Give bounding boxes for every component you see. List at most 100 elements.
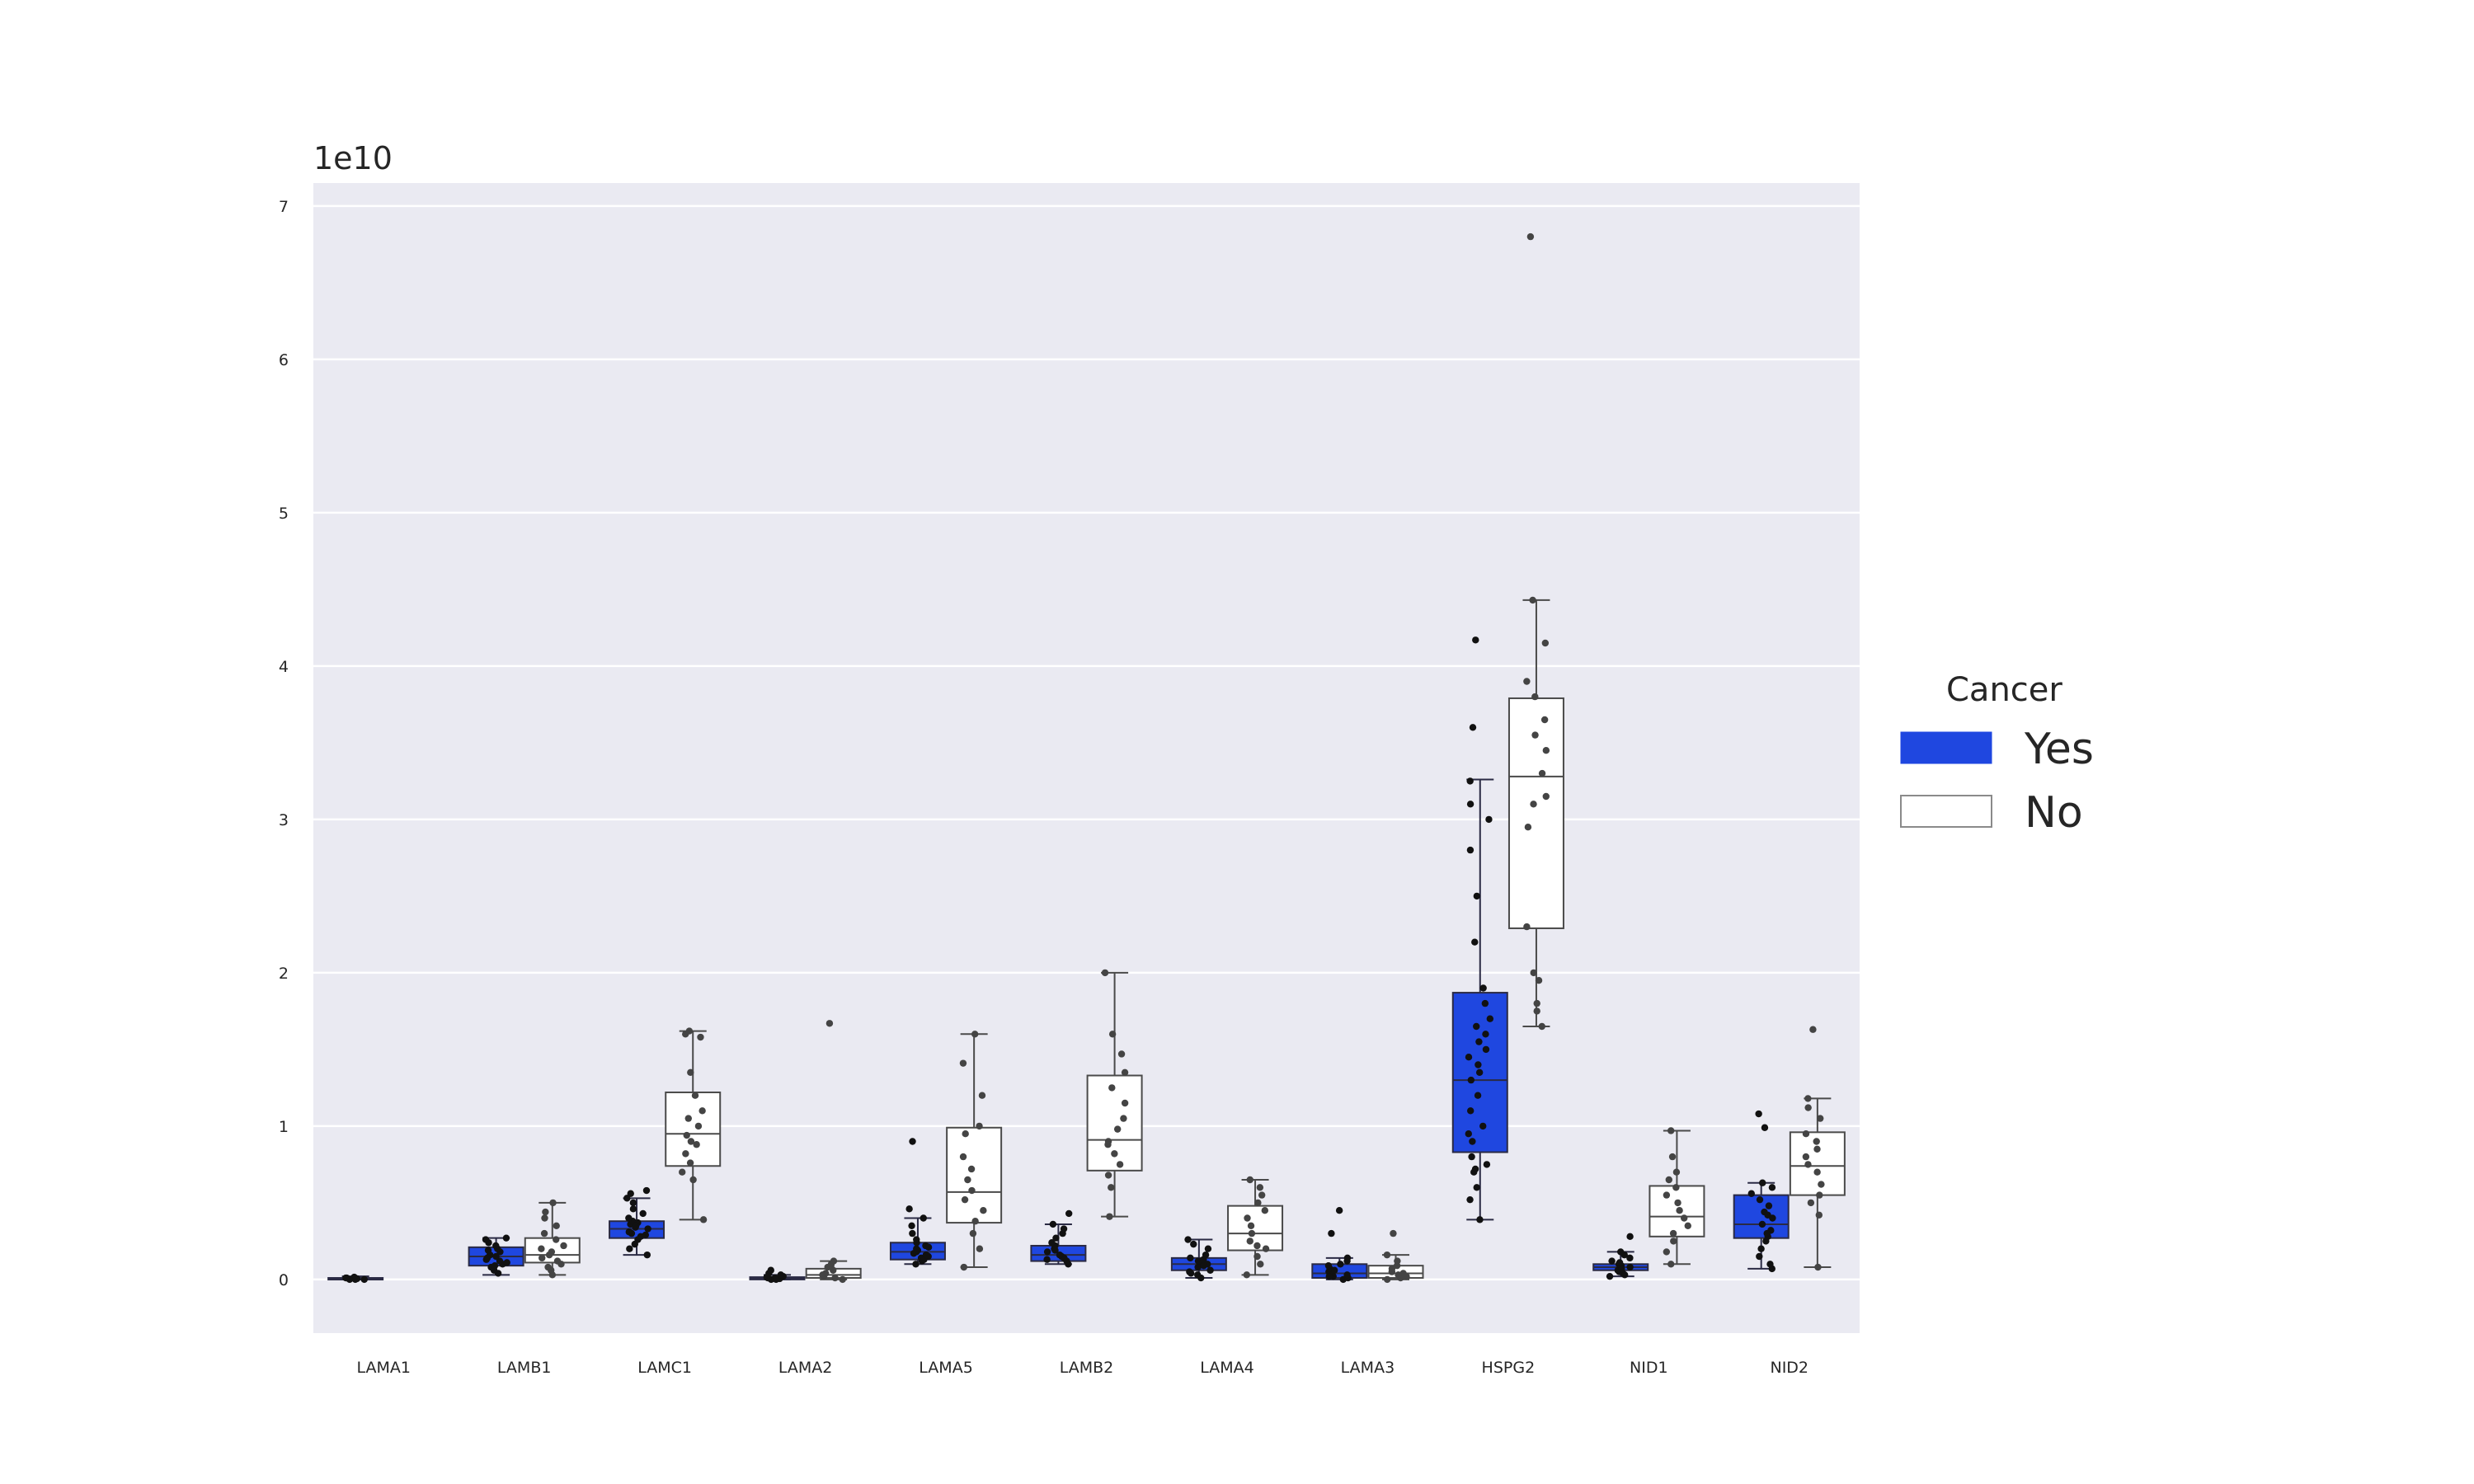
data-point-no <box>1106 1213 1113 1220</box>
data-point-no <box>1818 1181 1825 1188</box>
data-point-yes <box>1479 984 1487 992</box>
data-point-no <box>560 1242 567 1250</box>
data-point-yes <box>1043 1248 1051 1256</box>
data-point-yes <box>912 1261 920 1268</box>
data-point-no <box>1535 977 1543 984</box>
data-point-no <box>1253 1252 1261 1261</box>
data-point-no <box>1817 1115 1824 1122</box>
y-tick-label: 0 <box>279 1271 289 1289</box>
data-point-yes <box>1626 1263 1634 1271</box>
data-point-no <box>1663 1191 1671 1199</box>
data-point-no <box>1804 1095 1812 1102</box>
data-point-yes <box>1626 1233 1634 1241</box>
data-point-yes <box>1763 1229 1771 1237</box>
data-point-no <box>1257 1261 1264 1268</box>
data-point-yes <box>625 1228 633 1236</box>
legend-label-yes: Yes <box>2024 725 2094 774</box>
data-point-no <box>1116 1161 1124 1168</box>
data-point-no <box>699 1216 708 1223</box>
data-point-yes <box>1621 1271 1629 1279</box>
data-point-no <box>684 1115 692 1122</box>
y-tick-label: 6 <box>279 351 289 369</box>
x-tick-label: NID2 <box>1770 1359 1808 1377</box>
data-point-yes <box>1194 1271 1202 1279</box>
data-point-yes <box>1472 636 1479 644</box>
data-point-yes <box>1048 1239 1056 1247</box>
x-tick-label: LAMA5 <box>919 1359 973 1377</box>
data-point-yes <box>626 1245 633 1252</box>
data-point-no <box>1533 999 1540 1007</box>
data-point-yes <box>1466 1195 1474 1204</box>
data-point-yes <box>1343 1254 1352 1262</box>
data-point-yes <box>1043 1256 1051 1263</box>
data-point-yes <box>1049 1220 1057 1228</box>
data-point-yes <box>1200 1261 1207 1270</box>
data-point-yes <box>1465 1054 1473 1061</box>
data-point-yes <box>629 1205 637 1213</box>
data-point-no <box>959 1059 967 1067</box>
data-point-no <box>683 1131 690 1139</box>
data-point-no <box>553 1222 560 1230</box>
data-point-no <box>1538 769 1546 777</box>
data-point-no <box>964 1176 971 1184</box>
data-point-yes <box>909 1229 916 1237</box>
data-point-yes <box>625 1214 633 1222</box>
data-point-no <box>1802 1130 1810 1138</box>
data-point-no <box>1399 1270 1407 1277</box>
data-point-no <box>693 1141 700 1148</box>
data-point-yes <box>1473 892 1481 900</box>
x-tick-label: NID1 <box>1630 1359 1668 1377</box>
data-point-no <box>1542 747 1550 754</box>
data-point-yes <box>1479 1122 1487 1130</box>
data-point-no <box>1104 1141 1112 1148</box>
y-tick-label: 4 <box>279 658 289 676</box>
data-point-yes <box>913 1236 920 1243</box>
data-point-yes <box>1471 938 1479 946</box>
data-point-no <box>1674 1199 1681 1207</box>
data-point-yes <box>642 1231 650 1239</box>
data-point-no <box>682 1150 689 1158</box>
data-point-yes <box>1768 1184 1776 1191</box>
data-point-no <box>1681 1214 1688 1222</box>
data-point-no <box>1665 1176 1672 1184</box>
data-point-yes <box>1335 1207 1343 1214</box>
data-point-no <box>1669 1229 1677 1237</box>
data-point-no <box>1667 1127 1675 1134</box>
x-tick-label: LAMC1 <box>637 1359 692 1377</box>
data-point-no <box>1523 678 1531 685</box>
data-point-no <box>687 1138 695 1145</box>
data-point-yes <box>627 1190 634 1197</box>
data-point-yes <box>1483 1161 1491 1168</box>
data-point-yes <box>1757 1245 1765 1252</box>
data-point-no <box>1390 1229 1397 1237</box>
data-point-no <box>1108 1031 1117 1038</box>
data-point-no <box>1121 1068 1129 1077</box>
data-point-yes <box>623 1195 631 1202</box>
data-point-no <box>1246 1176 1253 1184</box>
data-point-yes <box>1184 1236 1192 1243</box>
data-point-yes <box>1756 1252 1763 1261</box>
data-point-no <box>1530 801 1537 808</box>
data-point-no <box>542 1208 549 1216</box>
data-point-no <box>1816 1191 1823 1199</box>
data-point-no <box>1108 1184 1115 1191</box>
data-point-yes <box>777 1271 784 1279</box>
data-point-no <box>539 1254 546 1262</box>
data-point-yes <box>484 1247 492 1254</box>
data-point-yes <box>1616 1248 1625 1256</box>
data-point-yes <box>1626 1254 1634 1262</box>
data-point-yes <box>1052 1234 1060 1242</box>
data-point-yes <box>1482 1045 1490 1054</box>
data-point-no <box>697 1033 704 1041</box>
data-point-no <box>1113 1125 1122 1133</box>
data-point-yes <box>1187 1254 1194 1262</box>
box-yes <box>1733 1194 1790 1239</box>
data-point-no <box>1813 1138 1820 1145</box>
strip-points <box>342 232 1825 1284</box>
data-point-yes <box>1330 1266 1338 1274</box>
data-point-yes <box>503 1259 510 1266</box>
data-point-yes <box>1473 1022 1480 1031</box>
data-point-no <box>689 1176 697 1184</box>
data-point-no <box>1258 1191 1266 1199</box>
data-point-yes <box>1469 1138 1476 1145</box>
